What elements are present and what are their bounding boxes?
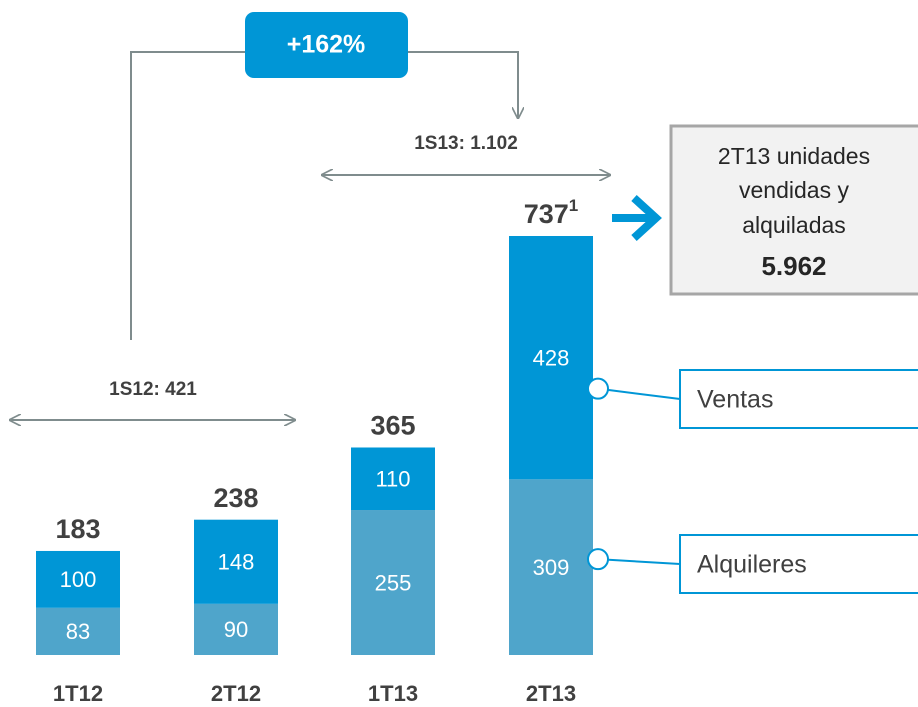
summary-text: alquiladas	[742, 212, 846, 238]
total-label: 183	[55, 514, 100, 544]
segment-label: 100	[60, 567, 97, 592]
period-label: 1S12: 421	[109, 379, 197, 400]
bar-segment	[351, 510, 435, 655]
total-value: 737	[524, 199, 569, 229]
period-label: 1S13: 1.102	[414, 133, 518, 154]
bracket-arrow	[408, 51, 518, 118]
growth-box	[245, 12, 408, 78]
bar-segment	[509, 479, 593, 655]
summary-value: 5.962	[761, 251, 826, 281]
total-label: 365	[370, 411, 415, 441]
bar-segment	[509, 236, 593, 480]
summary-box	[669, 124, 918, 296]
pointer-arrow	[612, 195, 662, 241]
legend-leader	[597, 387, 681, 400]
summary-text: vendidas y	[739, 177, 849, 203]
legend-dot	[587, 548, 609, 571]
x-tick-label: 2T13	[526, 681, 576, 706]
segment-label: 90	[224, 617, 248, 642]
x-tick-label: 1T13	[368, 681, 418, 706]
x-tick-label: 2T12	[211, 681, 261, 706]
legend-label: Alquileres	[697, 551, 807, 579]
total-label: 7371	[524, 196, 579, 229]
segment-label: 110	[375, 467, 410, 492]
legend-box	[679, 534, 918, 594]
bar-segment	[194, 519, 278, 604]
segment-label: 428	[533, 345, 570, 370]
bar-segment	[194, 603, 278, 655]
segment-label: 83	[66, 619, 90, 644]
legend-leader	[597, 558, 681, 565]
legend-box	[679, 369, 918, 429]
legend-label: Ventas	[697, 386, 773, 414]
bar-segment	[36, 607, 120, 655]
segment-label: 148	[218, 550, 255, 575]
total-label: 238	[213, 483, 258, 513]
summary-text: 2T13 unidades	[718, 143, 870, 169]
bar-segment	[351, 447, 435, 511]
growth-label: +162%	[287, 31, 366, 59]
bracket-line	[130, 51, 245, 340]
footnote: 1	[569, 196, 578, 215]
legend-dot	[587, 377, 609, 400]
segment-label: 255	[375, 570, 412, 595]
bar-segment	[36, 550, 120, 608]
segment-label: 309	[533, 555, 570, 580]
x-tick-label: 1T12	[53, 681, 103, 706]
